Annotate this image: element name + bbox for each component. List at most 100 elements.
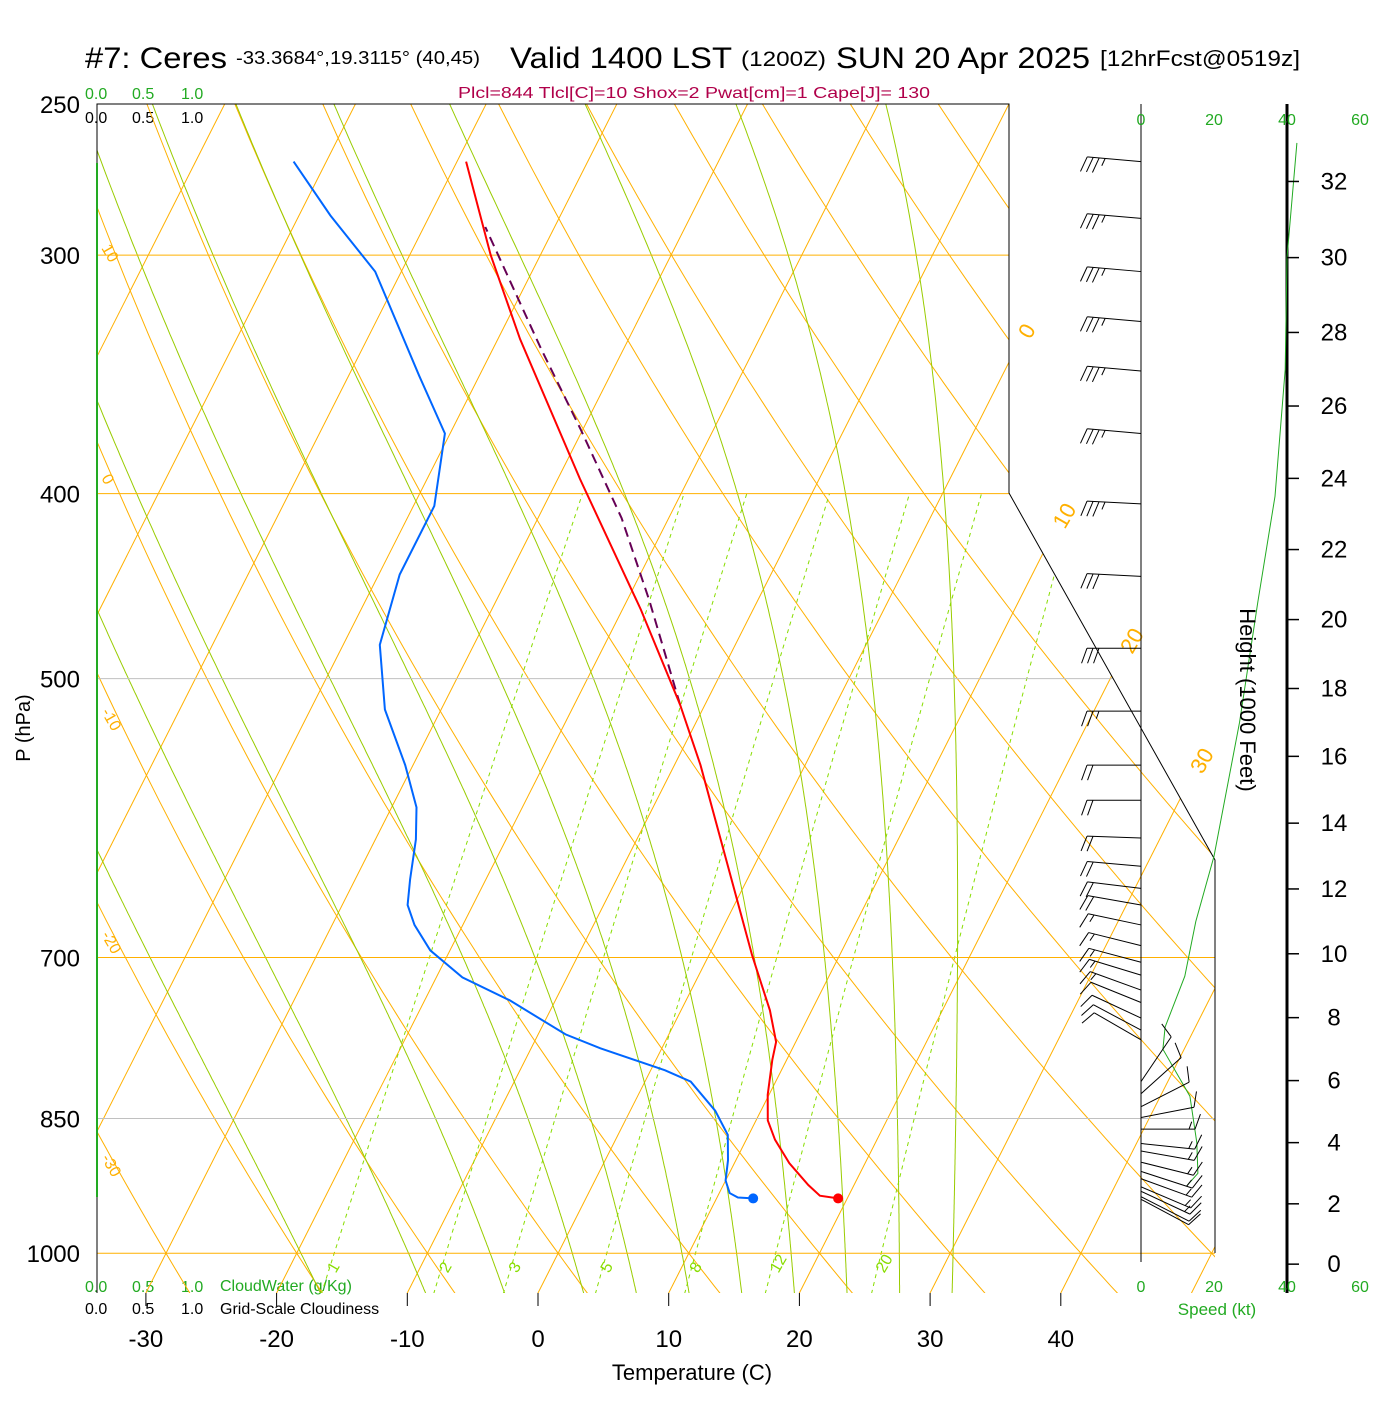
- wind-speed-profile: [1163, 143, 1297, 1186]
- barb-feather: [1080, 317, 1087, 332]
- barb-feather: [1094, 648, 1099, 663]
- barb-staff: [1087, 366, 1141, 371]
- mixing-ratio-line: [763, 494, 981, 1302]
- height-tick-label: 26: [1321, 393, 1348, 420]
- barb-feather: [1175, 1043, 1181, 1058]
- height-tick-label: 2: [1327, 1191, 1340, 1218]
- barb-feather: [1190, 1203, 1201, 1214]
- temperature-tick-label: 40: [1047, 1326, 1074, 1353]
- barb-feather: [1087, 836, 1093, 851]
- pressure-tick-label: 300: [40, 243, 80, 270]
- barb-feather: [1187, 1180, 1192, 1186]
- pressure-tick-label: 400: [40, 482, 80, 509]
- height-tick-label: 0: [1327, 1251, 1340, 1278]
- barb-staff: [1087, 836, 1141, 838]
- temperature-profile: [466, 162, 838, 1199]
- dry-adiabat-label: 0: [98, 472, 117, 488]
- cloudiness-label: Grid-Scale Cloudiness: [220, 1301, 379, 1318]
- barb-staff: [1141, 1197, 1189, 1222]
- wind-barb: [1080, 933, 1141, 946]
- barb-feather: [1080, 157, 1087, 172]
- barb-staff: [1141, 1143, 1195, 1149]
- wind-barb: [1141, 1135, 1202, 1149]
- barb-feather: [1081, 836, 1087, 851]
- barb-feather: [1088, 711, 1093, 726]
- speed-tick-label-bottom: 60: [1351, 1279, 1369, 1296]
- barb-feather: [1080, 982, 1091, 994]
- pressure-tick-label: 250: [40, 92, 80, 119]
- barb-feather: [1188, 1152, 1192, 1159]
- wind-barb: [1081, 574, 1141, 589]
- height-tick-label: 20: [1321, 607, 1348, 634]
- barb-feather: [1080, 948, 1089, 961]
- barb-feather: [1093, 574, 1099, 589]
- wind-barb: [1141, 1162, 1202, 1175]
- barb-feather: [1086, 897, 1094, 911]
- temperature-tick-label: -30: [129, 1326, 164, 1353]
- barb-feather: [1102, 215, 1105, 222]
- wind-barb: [1080, 429, 1141, 445]
- speed-tick-label-top: 40: [1278, 112, 1296, 129]
- barb-feather: [1080, 959, 1090, 972]
- title-coords: -33.3684°,19.3115° (40,45): [236, 48, 480, 68]
- title: #7: Ceres -33.3684°,19.3115° (40,45) Val…: [85, 42, 1300, 75]
- barb-feather: [1080, 914, 1088, 928]
- barb-staff: [1141, 1107, 1194, 1117]
- barb-staff: [1087, 317, 1141, 322]
- cloud-tick: 0.0: [85, 110, 107, 127]
- wind-barb: [1080, 267, 1141, 283]
- temperature-tick-label: 10: [655, 1326, 682, 1353]
- mixing-ratio-label: 8: [687, 1259, 706, 1275]
- wind-barb: [1080, 896, 1141, 911]
- height-tick-label: 22: [1321, 537, 1348, 564]
- barb-staff: [1087, 157, 1141, 162]
- temperature-tick-label: -10: [390, 1326, 425, 1353]
- barb-feather: [1081, 995, 1092, 1006]
- barb-staff: [1087, 501, 1141, 504]
- mixing-ratio-label: 1: [324, 1259, 343, 1275]
- wind-barb: [1080, 914, 1141, 928]
- wind-barb: [1082, 765, 1141, 780]
- barb-staff: [1141, 1162, 1193, 1175]
- wind-barb: [1141, 1043, 1181, 1094]
- barb-feather: [1080, 429, 1087, 444]
- barb-feather: [1086, 157, 1093, 172]
- wind-barb: [1141, 1024, 1171, 1082]
- sounding-profiles: [294, 143, 1297, 1204]
- height-tick-label: 30: [1321, 245, 1348, 272]
- barb-feather: [1087, 574, 1093, 589]
- barb-feather: [1092, 318, 1099, 333]
- wind-barb: [1080, 366, 1141, 382]
- barb-feather: [1082, 711, 1087, 726]
- speed-tick-label-top: 60: [1351, 112, 1369, 129]
- pressure-tick-label: 700: [40, 946, 80, 973]
- cloud-tick: 0.0: [85, 1301, 107, 1318]
- wind-barb: [1141, 1091, 1196, 1117]
- barb-feather: [1080, 933, 1089, 946]
- barb-feather: [1080, 267, 1087, 282]
- barb-feather: [1189, 1122, 1192, 1130]
- barb-feather: [1086, 429, 1093, 444]
- temperature-tick-label: 20: [786, 1326, 813, 1353]
- barb-staff: [1092, 995, 1141, 1018]
- stability-indices: Plcl=844 Tlcl[C]=10 Shox=2 Pwat[cm]=1 Ca…: [458, 85, 930, 102]
- wind-barb: [1082, 800, 1141, 815]
- cloud-tick: 1.0: [181, 1279, 203, 1296]
- barb-feather: [1086, 367, 1093, 382]
- barb-feather: [1092, 158, 1099, 173]
- barb-feather: [1186, 1189, 1191, 1195]
- barb-feather: [1093, 502, 1099, 517]
- y-axis-label: P (hPa): [13, 694, 35, 761]
- temperature-tick-label: 30: [917, 1326, 944, 1353]
- barb-feather: [1187, 1066, 1189, 1082]
- wind-barb: [1081, 1005, 1141, 1030]
- title-forecast: [12hrFcst@0519z]: [1100, 46, 1300, 71]
- barb-staff: [1089, 933, 1141, 946]
- isotherm: [1187, 70, 1400, 1301]
- title-valid: Valid 1400 LST: [510, 42, 732, 75]
- barb-feather: [1090, 934, 1094, 941]
- barb-feather: [1090, 961, 1095, 967]
- barb-feather: [1086, 862, 1093, 877]
- x-axis-label: Temperature (C): [612, 1360, 772, 1385]
- mixing-ratio-line: [501, 494, 747, 1302]
